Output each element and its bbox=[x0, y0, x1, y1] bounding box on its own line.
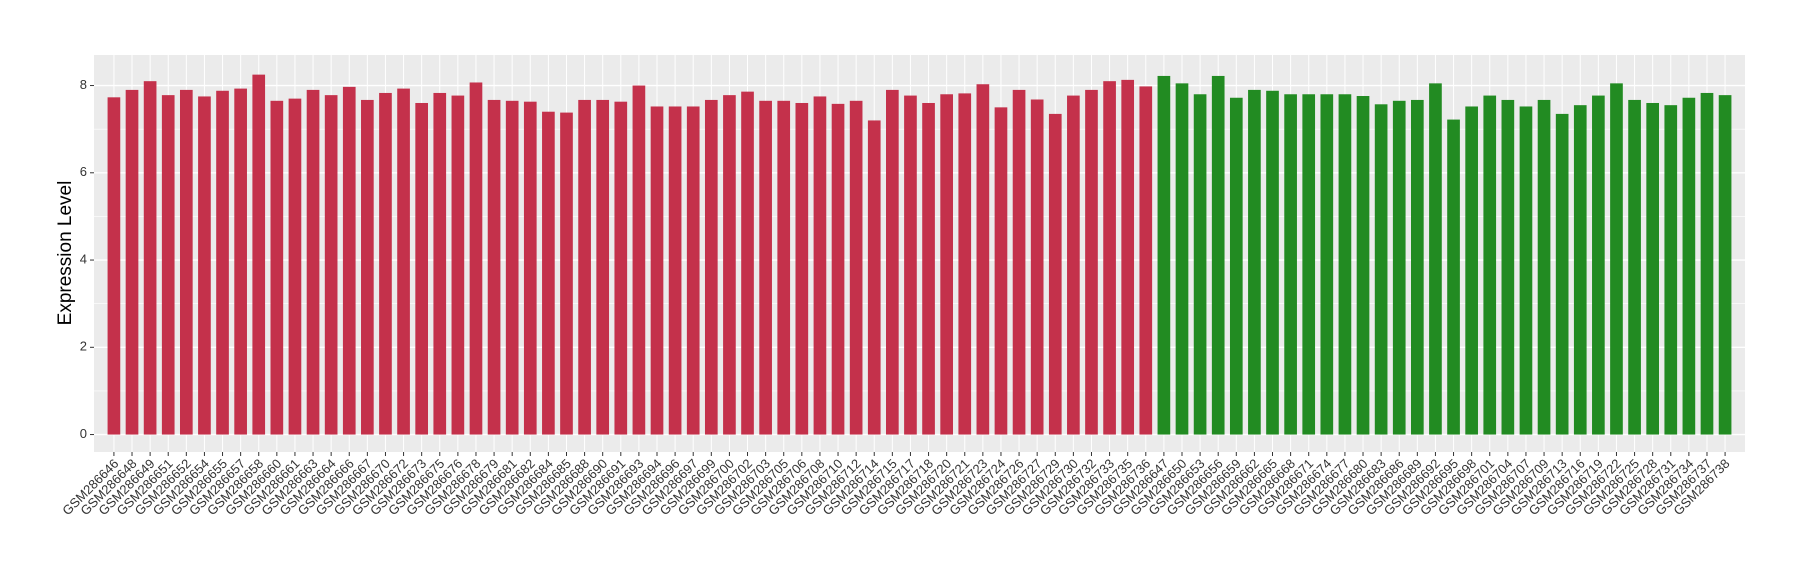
bar bbox=[1139, 86, 1153, 435]
bar bbox=[1248, 89, 1261, 435]
bar bbox=[1447, 119, 1460, 435]
bar bbox=[1537, 99, 1551, 435]
y-tick-label: 2 bbox=[80, 339, 87, 354]
bar bbox=[723, 95, 736, 435]
bar bbox=[505, 100, 519, 435]
bar bbox=[1302, 94, 1316, 435]
bar bbox=[1067, 95, 1080, 435]
bar bbox=[1048, 113, 1062, 435]
bar bbox=[198, 96, 211, 435]
bar bbox=[270, 100, 284, 435]
plot-panel bbox=[94, 55, 1745, 452]
bar bbox=[994, 107, 1008, 435]
bar bbox=[1465, 106, 1478, 435]
bar bbox=[523, 101, 537, 435]
bar bbox=[1646, 102, 1660, 435]
bar bbox=[741, 91, 754, 435]
bar bbox=[107, 97, 121, 435]
bar bbox=[379, 92, 392, 435]
y-tick-label: 0 bbox=[80, 426, 87, 441]
bar bbox=[1284, 94, 1297, 435]
bar bbox=[451, 95, 465, 435]
bar bbox=[1012, 89, 1026, 435]
bar bbox=[1700, 92, 1714, 435]
bar bbox=[433, 92, 447, 435]
bar bbox=[1030, 99, 1044, 435]
bar bbox=[1483, 95, 1497, 435]
bar bbox=[1175, 83, 1189, 435]
bar bbox=[614, 101, 628, 435]
bar bbox=[361, 99, 374, 435]
bar bbox=[596, 99, 610, 435]
bar bbox=[1592, 95, 1605, 435]
bar bbox=[1555, 113, 1569, 435]
bar bbox=[1664, 105, 1678, 435]
bar bbox=[560, 112, 573, 435]
bar bbox=[1392, 100, 1406, 435]
bar bbox=[867, 120, 881, 435]
bar bbox=[125, 89, 139, 435]
bar bbox=[487, 99, 501, 435]
bar bbox=[397, 88, 410, 435]
bar bbox=[632, 85, 646, 435]
bar bbox=[1501, 99, 1515, 435]
y-axis-label: Expression Level bbox=[55, 181, 76, 326]
bar bbox=[958, 93, 972, 435]
bar bbox=[1628, 99, 1641, 435]
bar bbox=[668, 106, 682, 435]
bar bbox=[1573, 105, 1587, 435]
bar bbox=[976, 84, 990, 435]
bar bbox=[759, 100, 772, 435]
bar bbox=[288, 98, 302, 435]
bar bbox=[1211, 75, 1225, 435]
bar bbox=[1610, 83, 1623, 435]
bar bbox=[234, 88, 247, 435]
bar bbox=[542, 111, 555, 435]
bar bbox=[1356, 96, 1370, 435]
bar bbox=[1229, 97, 1243, 435]
bar bbox=[704, 99, 718, 435]
bar bbox=[1410, 99, 1424, 435]
y-tick-label: 8 bbox=[80, 77, 87, 92]
bar bbox=[795, 102, 809, 435]
bar bbox=[1519, 106, 1533, 435]
bar bbox=[342, 86, 356, 435]
bar bbox=[813, 96, 827, 435]
bar bbox=[161, 95, 175, 435]
bar bbox=[216, 90, 229, 435]
bar bbox=[469, 82, 483, 435]
bar bbox=[1121, 79, 1135, 435]
bar bbox=[650, 106, 664, 435]
bar bbox=[1085, 89, 1098, 435]
bar bbox=[252, 74, 266, 435]
y-tick-label: 4 bbox=[80, 251, 87, 266]
bar bbox=[306, 89, 320, 435]
bar bbox=[1682, 97, 1696, 435]
bar bbox=[1157, 75, 1171, 435]
bar bbox=[578, 99, 591, 435]
bar bbox=[686, 106, 700, 435]
bar bbox=[179, 89, 193, 435]
y-tick-label: 6 bbox=[80, 164, 87, 179]
bar bbox=[922, 102, 935, 435]
bar bbox=[324, 95, 338, 435]
bar bbox=[415, 102, 429, 435]
bar bbox=[940, 94, 953, 435]
bar bbox=[1429, 83, 1442, 435]
bar bbox=[904, 95, 917, 435]
bar bbox=[1718, 95, 1732, 435]
bar bbox=[1338, 94, 1352, 435]
bar bbox=[143, 81, 157, 435]
bar bbox=[1374, 104, 1388, 435]
bar bbox=[831, 103, 845, 435]
bar bbox=[1103, 81, 1116, 435]
bar bbox=[886, 89, 899, 435]
bar bbox=[1266, 90, 1279, 435]
bar bbox=[849, 100, 863, 435]
bar bbox=[777, 100, 791, 435]
bar bbox=[1320, 94, 1334, 435]
bar bbox=[1193, 94, 1207, 435]
